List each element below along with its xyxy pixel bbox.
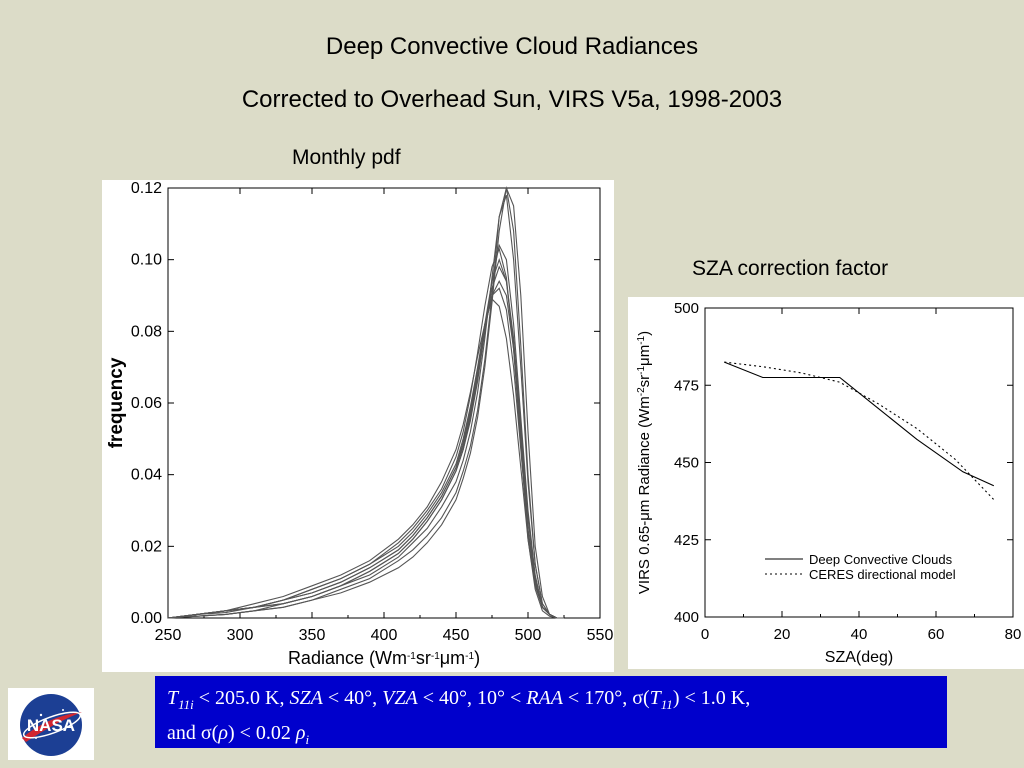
legend-label: Deep Convective Clouds: [809, 552, 953, 567]
y-tick-label: 400: [674, 609, 699, 626]
series-line-deep-convective-clouds: [724, 361, 995, 487]
series-line-5: [167, 257, 564, 619]
sza-chart-panel: 0 20 40 60 80 400 425 450 475 500 SZA(deg) VIRS 0.6…: [628, 297, 1024, 669]
x-tick-label: 40: [851, 626, 868, 643]
y-axis-label: VIRS 0.65-μm Radiance (Wm-2sr-1μm-1): [636, 331, 654, 594]
y-tick-label: 475: [674, 377, 699, 394]
x-tick-label: 350: [299, 627, 326, 644]
x-tick-label: 550: [587, 627, 614, 644]
y-tick-label: 500: [674, 300, 699, 317]
x-tick-label: 500: [515, 627, 542, 644]
sza-chart: 0 20 40 60 80 400 425 450 475 500 SZA(deg) VIRS 0.6…: [636, 300, 1022, 666]
x-tick-label: 0: [701, 626, 709, 643]
y-tick-label: 0.00: [131, 610, 162, 627]
y-tick-label: 425: [674, 532, 699, 549]
series-line-8: [167, 185, 564, 619]
selection-criteria-note: T11i < 205.0 K, SZA < 40°, VZA < 40°, 10…: [155, 676, 947, 748]
note-line1: T11i < 205.0 K, SZA < 40°, VZA < 40°, 10…: [167, 687, 751, 712]
x-tick-label: 60: [928, 626, 945, 643]
x-tick-label: 300: [227, 627, 254, 644]
y-tick-label: 0.04: [131, 467, 162, 484]
pdf-chart-panel: 250 300 350 400 450 500 550 0.00 0.02 0.04 0.06 0.0…: [102, 180, 614, 672]
x-tick-label: 400: [371, 627, 398, 644]
series-line-3: [167, 187, 564, 619]
y-axis-label: frequency: [106, 357, 127, 448]
series-line-4: [167, 195, 564, 619]
series-line-ceres-directional-model: [724, 361, 995, 500]
y-tick-label: 0.10: [131, 252, 162, 269]
x-tick-label: 450: [443, 627, 470, 644]
x-tick-label: 80: [1005, 626, 1022, 643]
series-line-10: [167, 279, 564, 619]
y-tick-label: 0.06: [131, 395, 162, 412]
series-line-7: [167, 287, 564, 619]
y-tick-label: 450: [674, 455, 699, 472]
series-line-2: [167, 298, 564, 619]
slide-title-line1: Deep Convective Cloud Radiances: [325, 33, 699, 60]
right-chart-caption: SZA correction factor: [692, 257, 889, 280]
x-tick-label: 20: [774, 626, 791, 643]
series-line-6: [167, 265, 564, 619]
y-tick-label: 0.02: [131, 538, 162, 555]
nasa-meatball-icon: NASA: [20, 694, 82, 756]
y-tick-label: 0.08: [131, 323, 162, 340]
x-tick-label: 250: [155, 627, 182, 644]
slide-title-line2: Corrected to Overhead Sun, VIRS V5a, 199…: [241, 86, 783, 113]
pdf-chart: 250 300 350 400 450 500 550 0.00 0.02 0.04 0.06 0.0…: [106, 180, 614, 668]
x-axis-label: SZA(deg): [825, 649, 893, 666]
left-chart-caption: Monthly pdf: [292, 146, 401, 169]
note-line2: and σ(ρ) < 0.02 ρi: [167, 722, 310, 747]
series-line-9: [167, 243, 564, 619]
legend-label: CERES directional model: [809, 567, 956, 582]
y-tick-label: 0.12: [131, 180, 162, 197]
nasa-logo: NASA: [8, 688, 94, 760]
x-axis-label: Radiance (Wm-1sr-1μm-1): [288, 648, 480, 668]
nasa-logo-text: NASA: [27, 716, 75, 735]
